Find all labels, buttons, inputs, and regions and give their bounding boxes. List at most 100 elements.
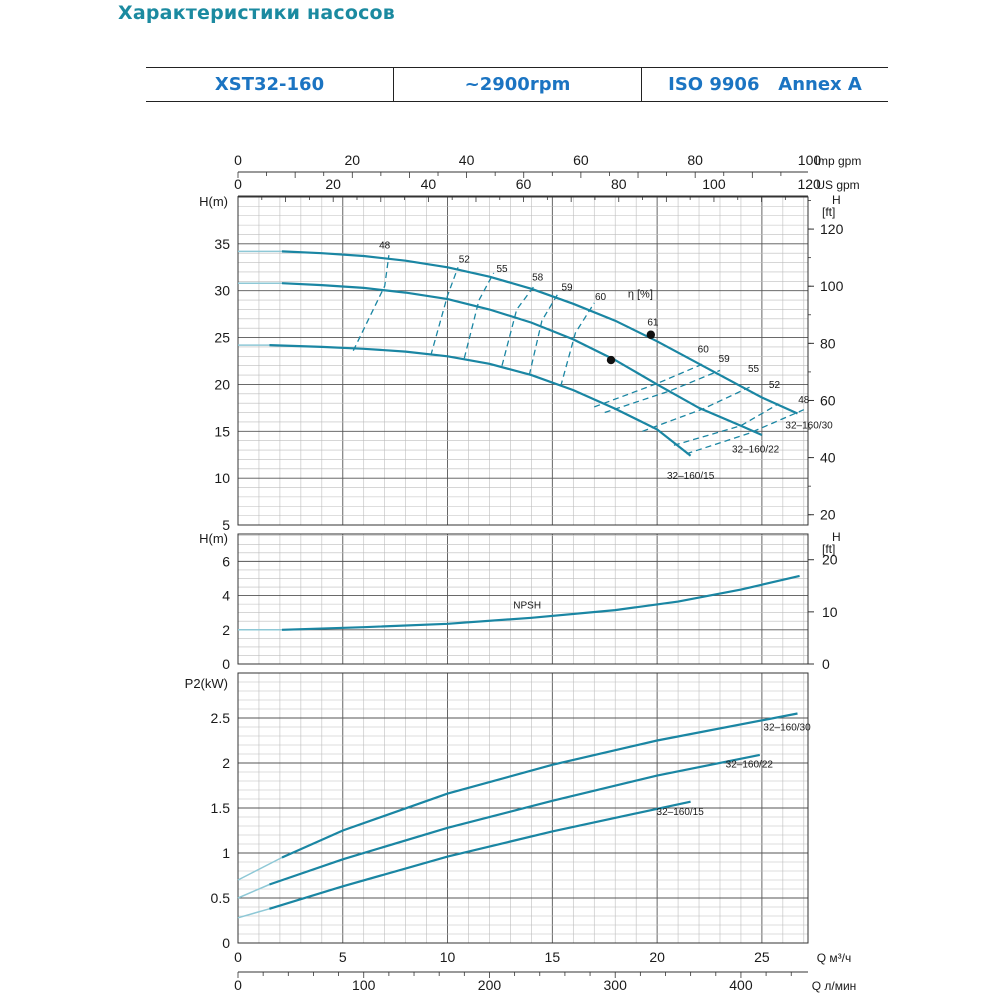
y-right-tick-label: 60 [820,392,836,408]
y-right-tick-label: 20 [820,507,836,523]
y-tick-label: 20 [214,376,230,392]
y-tick-label: 35 [214,236,230,252]
lmin-axis-label: Q л/мин [812,979,857,993]
y-tick-label: 4 [222,588,230,604]
y-tick-label: 25 [214,330,230,346]
y-right-tick-label: 10 [822,604,838,620]
x-axis-label: Q м³/ч [817,951,852,965]
head-curve [281,250,798,415]
series-label: 32–160/22 [726,760,774,771]
series-label: 32–160/30 [763,723,811,734]
efficiency-line [642,385,752,432]
y-axis-label: H(m) [199,194,228,209]
series-label: 32–160/15 [657,807,705,818]
y-tick-label: 1.5 [211,800,231,816]
speed-label: ~2900rpm [393,68,641,101]
power-curve [281,712,798,859]
y-tick-label: 2 [222,622,230,638]
series-label: 32–160/15 [667,471,715,482]
y-tick-label: 2.5 [211,710,231,726]
y-right-tick-label: 120 [820,221,844,237]
power-frame [237,672,809,944]
power-curve [269,800,691,910]
y-axis-label: H(m) [199,531,228,546]
us-tick-label: 0 [234,176,242,192]
y-right-tick-label: 20 [822,552,838,568]
power-curve [269,753,761,886]
series-label: 32–160/22 [732,445,780,456]
y-right-tick-label: 0 [822,656,830,672]
efficiency-label: 61 [647,317,659,328]
y-tick-label: 5 [222,517,230,533]
lmin-tick-label: 400 [729,977,753,993]
lmin-tick-label: 0 [234,977,242,993]
head-curve [269,344,692,457]
y-right-tick-label: 100 [820,278,844,294]
efficiency-line [430,267,459,356]
efficiency-label: 48 [798,395,810,406]
bep-point [646,330,656,339]
y-right-axis-label: H [832,193,841,207]
imp-tick-label: 20 [345,152,361,168]
y-right-axis-label: [ft] [822,205,835,219]
efficiency-line [673,404,777,446]
efficiency-label: 55 [748,364,760,375]
y-tick-label: 30 [214,283,230,299]
imp-tick-label: 80 [687,152,703,168]
page-title: Характеристики насосов [118,2,396,24]
head-curve [281,282,763,437]
x-tick-label: 10 [440,949,456,965]
y-tick-label: 0 [222,656,230,672]
x-tick-label: 5 [339,949,347,965]
bep-point [606,355,616,365]
efficiency-line [686,409,805,455]
y-tick-label: 0.5 [211,890,231,906]
y-tick-label: 0 [222,935,230,951]
efficiency-line [352,255,390,351]
us-tick-label: 20 [325,176,341,192]
y-right-tick-label: 80 [820,335,836,351]
lmin-tick-label: 200 [478,977,502,993]
efficiency-label: 60 [698,345,710,356]
npsh-curve [281,574,800,631]
y-right-tick-label: 40 [820,450,836,466]
efficiency-line [463,272,495,359]
imp-tick-label: 40 [459,152,475,168]
y-tick-label: 10 [214,470,230,486]
efficiency-label: 59 [561,283,573,294]
imp-axis-label: Imp gpm [815,154,862,168]
y-tick-label: 1 [222,845,230,861]
efficiency-label: 48 [379,241,391,252]
efficiency-line [604,369,721,414]
y-tick-label: 6 [222,553,230,569]
efficiency-label: 55 [496,264,508,275]
efficiency-label: 60 [595,292,607,303]
imp-tick-label: 100 [798,152,822,168]
us-tick-label: 80 [611,176,627,192]
npsh-grid [237,533,809,665]
efficiency-line [594,363,704,408]
lmin-tick-label: 100 [352,977,376,993]
efficiency-line [528,292,560,376]
header-table: XST32-160 ~2900rpm ISO 9906 Annex A [146,67,888,102]
efficiency-label: 58 [532,272,544,283]
us-tick-label: 120 [797,176,821,192]
y-axis-label: P2(kW) [185,676,228,691]
efficiency-line [560,302,595,387]
us-tick-label: 100 [702,176,726,192]
head-frame [237,196,809,526]
model-name: XST32-160 [214,74,325,95]
y-tick-label: 2 [222,755,230,771]
x-tick-label: 0 [234,949,242,965]
efficiency-unit-label: η [%] [628,288,653,300]
power-curve-start [237,856,283,881]
lmin-tick-label: 300 [604,977,628,993]
x-tick-label: 20 [649,949,665,965]
series-label: NPSH [513,600,541,611]
power-curve-start [237,883,270,899]
imp-tick-label: 0 [234,152,242,168]
series-label: 32–160/30 [785,420,833,431]
efficiency-label: 52 [769,380,781,391]
imp-tick-label: 60 [573,152,589,168]
